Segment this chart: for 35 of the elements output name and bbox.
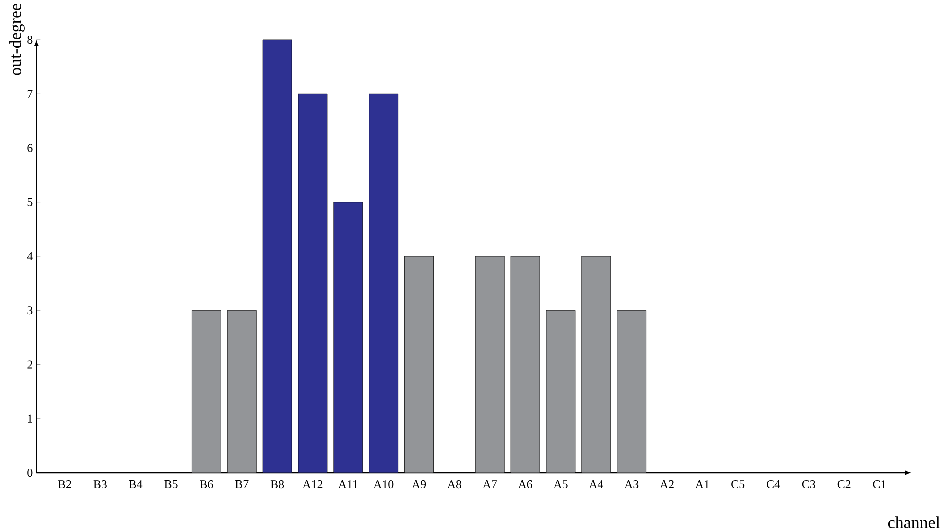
- x-tick-label: A7: [482, 480, 498, 488]
- y-tick-label: 0: [28, 468, 33, 478]
- x-tick-label: A1: [695, 480, 710, 488]
- y-tick-label: 7: [28, 90, 33, 98]
- x-tick-label: B6: [200, 480, 214, 489]
- x-tick-label: C4: [767, 480, 780, 489]
- x-tick-label: A9: [412, 480, 426, 489]
- x-tick-label: A2: [660, 480, 674, 488]
- x-tick-label: B5: [164, 480, 178, 488]
- x-tick-label: A4: [589, 480, 604, 488]
- y-tick-label: 1: [28, 414, 32, 423]
- x-tick-label: B3: [94, 480, 107, 489]
- x-tick-label: C1: [873, 480, 886, 489]
- x-tick-label: A5: [554, 480, 568, 489]
- y-tick-label: 6: [28, 144, 33, 152]
- y-tick-label: 2: [28, 360, 32, 369]
- x-tick-label: C5: [732, 480, 745, 489]
- x-tick-label: A12: [302, 480, 323, 488]
- y-tick-label: 4: [27, 252, 33, 260]
- x-tick-label: A11: [338, 480, 358, 488]
- x-tick-label: A10: [374, 480, 394, 489]
- x-tick-label: C3: [802, 480, 816, 489]
- x-tick-label: B7: [235, 480, 249, 488]
- y-axis-title: out-degree: [10, 4, 25, 76]
- x-axis-title: channel: [888, 516, 940, 528]
- x-tick-label: C2: [838, 480, 851, 489]
- x-tick-label: A8: [447, 480, 462, 489]
- x-tick-label: A6: [518, 480, 532, 489]
- x-tick-label: B4: [129, 480, 143, 488]
- x-tick-label: B8: [270, 480, 284, 489]
- x-tick-label: A3: [624, 480, 639, 489]
- y-tick-label: 3: [28, 306, 33, 315]
- y-tick-label: 5: [28, 198, 33, 206]
- y-tick-label: 8: [28, 36, 33, 44]
- x-tick-label: B2: [58, 480, 72, 488]
